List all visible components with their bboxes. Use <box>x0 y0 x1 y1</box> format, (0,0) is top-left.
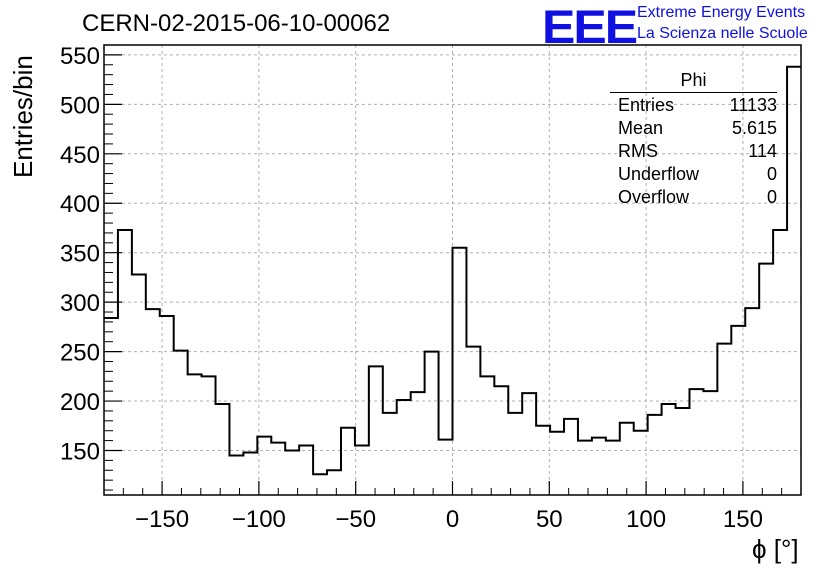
y-tick-label: 400 <box>60 191 100 218</box>
stats-row-rms: RMS 114 <box>610 140 777 163</box>
stats-row-entries: Entries 11133 <box>610 94 777 117</box>
stats-label: Entries <box>618 95 675 115</box>
x-tick-label: 150 <box>723 506 763 533</box>
stats-value: 5.615 <box>731 118 777 138</box>
y-tick-label: 450 <box>60 142 100 169</box>
stats-value: 0 <box>766 187 777 207</box>
stats-value: 0 <box>766 164 777 184</box>
stats-box-title: Phi <box>610 70 777 93</box>
y-tick-label: 550 <box>60 43 100 70</box>
stats-label: Mean <box>618 118 664 138</box>
stats-value: 114 <box>748 141 777 161</box>
chart-title: CERN-02-2015-06-10-00062 <box>82 10 391 37</box>
y-axis-label: Entries/bin <box>8 55 38 178</box>
y-tick-label: 350 <box>60 241 100 268</box>
y-tick-label: 150 <box>60 438 100 465</box>
x-tick-label: 50 <box>536 506 563 533</box>
x-tick-label: 100 <box>626 506 666 533</box>
tick-labels: −150 −100 −50 0 50 100 150 150 200 250 300 350 400 45… <box>60 43 763 533</box>
stats-row-underflow: Underflow 0 <box>610 163 777 186</box>
stats-label: Underflow <box>618 164 700 184</box>
x-axis-label: ϕ [°] <box>752 534 799 564</box>
y-tick-label: 300 <box>60 290 100 317</box>
y-tick-label: 200 <box>60 389 100 416</box>
x-tick-label: −50 <box>335 506 376 533</box>
x-tick-label: −150 <box>135 506 189 533</box>
stats-label: RMS <box>618 141 658 161</box>
stats-row-overflow: Overflow 0 <box>610 186 777 209</box>
x-tick-label: −100 <box>232 506 286 533</box>
y-tick-label: 250 <box>60 340 100 367</box>
stats-row-mean: Mean 5.615 <box>610 117 777 140</box>
plot-frame <box>103 44 802 496</box>
eee-logo: EEE <box>542 0 638 54</box>
axis-ticks <box>103 44 802 495</box>
stats-label: Overflow <box>618 187 690 207</box>
x-tick-label: 0 <box>446 506 459 533</box>
stats-box: Phi Entries 11133 Mean 5.615 RMS 114 Underf… <box>610 70 777 209</box>
brand-line-2: La Scienza nelle Scuole <box>637 25 808 42</box>
histogram-step-line <box>104 65 801 476</box>
y-tick-label: 500 <box>60 92 100 119</box>
stats-value: 11133 <box>729 95 777 115</box>
brand-line-1: Extreme Energy Events <box>637 4 806 21</box>
